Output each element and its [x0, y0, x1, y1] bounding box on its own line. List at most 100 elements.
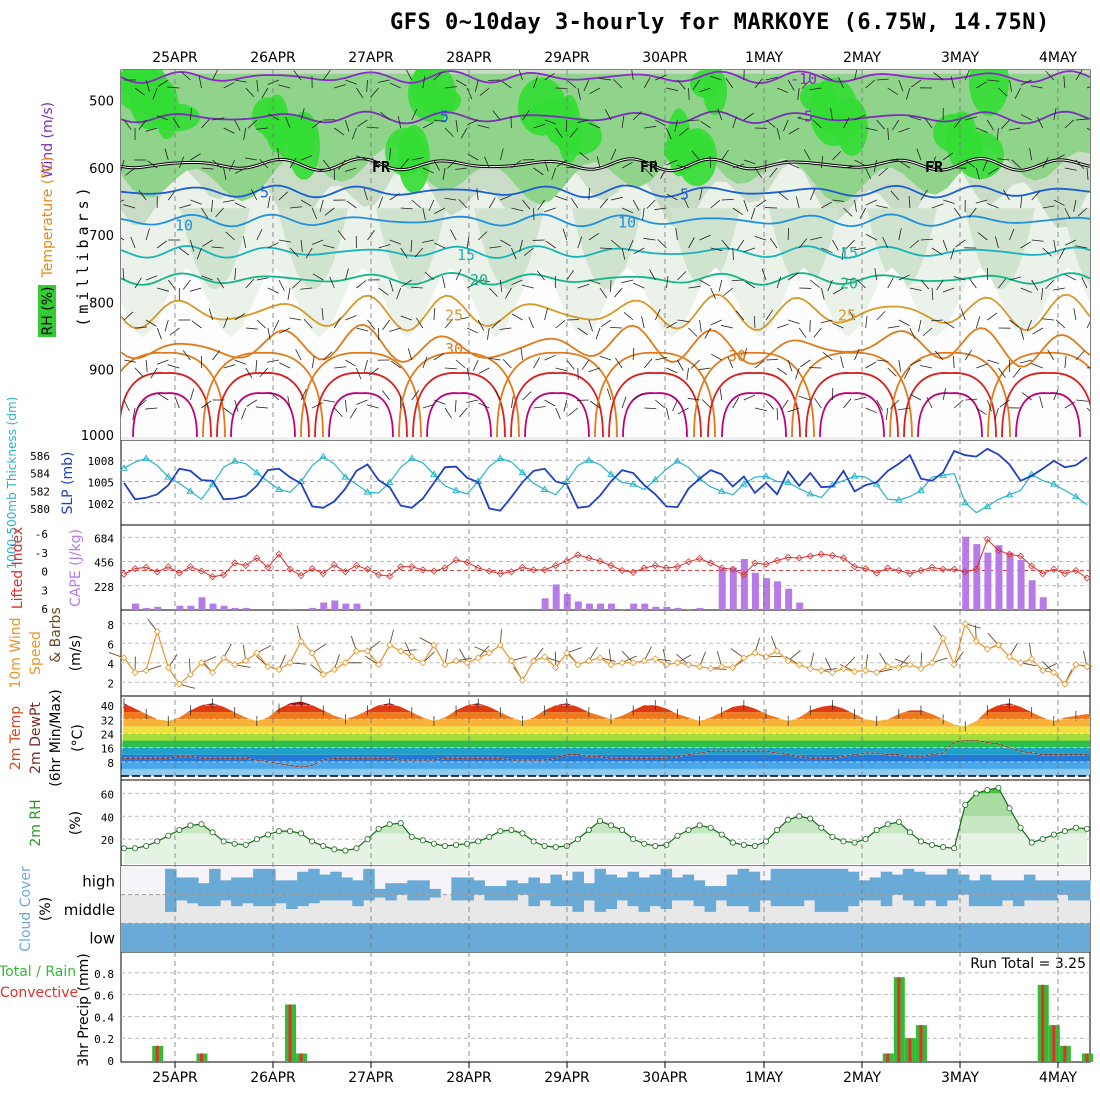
wind-barb [289, 247, 299, 258]
wind-barb [1053, 388, 1059, 401]
lifted-index-point [286, 565, 294, 573]
wind-speed-point [386, 641, 394, 649]
wind-barb [677, 654, 692, 664]
wind-barb [776, 87, 789, 94]
wind-barb [642, 207, 645, 220]
wind-barb [1030, 85, 1043, 89]
cloud-high-cell [792, 868, 805, 895]
wind-barb [544, 354, 556, 361]
wind-barb [367, 640, 381, 652]
wind-barb [389, 193, 400, 201]
wind-barb [1064, 356, 1067, 369]
thickness-point [806, 489, 815, 497]
wind-barb [676, 164, 689, 169]
wind-barb [447, 159, 457, 169]
lifted-index-point [496, 570, 504, 578]
wind-barb [566, 79, 577, 89]
wind-barb [544, 72, 555, 81]
wind-barb [621, 650, 634, 664]
wind-barb [1031, 363, 1043, 369]
wind-barb [289, 317, 302, 321]
cloud-high-cell [176, 877, 188, 895]
wind-barb [234, 167, 246, 174]
wind-barb [419, 637, 435, 646]
wind-barb [422, 167, 434, 174]
date-label-bottom: 2MAY [843, 1070, 881, 1086]
wind-barb [433, 119, 446, 123]
rh-point [519, 830, 526, 837]
wind-barb [190, 153, 201, 161]
wind-barb [599, 247, 612, 250]
thickness-point [651, 475, 660, 483]
wind-barb [666, 127, 672, 140]
cloud-high-cell [726, 874, 739, 895]
wind-barb [499, 327, 512, 330]
cloud-mid-cell [319, 894, 331, 901]
cloud-mid-cell [242, 894, 254, 904]
cloud-label: Cloud Cover (%) [18, 866, 54, 952]
thickness-point [939, 471, 947, 478]
wind-barb [245, 367, 253, 379]
wind-barb [943, 321, 955, 329]
wind-barb [643, 167, 654, 177]
cloud-high-cell [979, 874, 992, 895]
rh-point [641, 840, 648, 847]
rh-point [884, 821, 891, 828]
upper-ylabel: Wind (m/s)Temperature (°C) RH (%) [38, 102, 56, 337]
cloud-mid-cell [924, 894, 937, 901]
precip-bar-convective [155, 1045, 159, 1062]
wind-barb [887, 87, 899, 95]
temp-band [121, 761, 1090, 769]
date-label-bottom: 29APR [544, 1070, 590, 1086]
wind-barb [1008, 127, 1021, 131]
rh-point [895, 819, 902, 826]
wind-barb [1031, 190, 1041, 201]
precip-bar-convective [1085, 1053, 1089, 1062]
wind-barb [931, 156, 936, 169]
wind-barb [251, 189, 258, 201]
lifted-index-point [607, 561, 615, 570]
wind-barb [345, 315, 357, 321]
wind-speed-point [430, 641, 438, 649]
wind-barb [1053, 108, 1057, 121]
wind-barb [743, 247, 756, 253]
wind-barb [942, 287, 955, 293]
isotherm-5 [121, 184, 1090, 199]
wind-speed-point [552, 664, 560, 672]
wind-barb [511, 207, 524, 212]
boundary-contour [328, 392, 394, 438]
wind-barb [942, 199, 955, 204]
wind-barb [400, 207, 413, 210]
wind-barb [179, 204, 191, 209]
ylabel-millibars: (millibars) [74, 183, 92, 326]
wind-barb [1009, 79, 1012, 92]
wind-barb [164, 148, 169, 161]
thickness-point [230, 457, 239, 464]
wind-barb [583, 79, 590, 92]
wind-barb [533, 647, 544, 662]
wind-barb [223, 127, 235, 134]
thickness-point [407, 454, 416, 461]
wind-barb [898, 127, 911, 133]
rh-point [774, 827, 781, 834]
wind-barb [710, 247, 723, 252]
thickness-point [186, 487, 195, 494]
wind-barb [953, 399, 964, 409]
wind-barb [458, 407, 468, 418]
wind-barb [704, 327, 712, 339]
thickness-tick: 582 [30, 485, 50, 498]
lifted-index-point [629, 568, 637, 576]
wind-barb [841, 247, 844, 260]
wind-barb [909, 116, 922, 121]
wind-barb [1045, 70, 1055, 81]
wind-barb [234, 313, 246, 321]
boundary-contour [721, 392, 787, 438]
wind-speed-point [574, 661, 582, 669]
wind-speed-point [474, 654, 482, 662]
cloud-mid-cell [781, 894, 794, 907]
wind-barb [466, 87, 473, 100]
wind-barb [876, 311, 886, 321]
wind-barb [721, 149, 729, 161]
wind-barb [623, 311, 634, 321]
precip-bar-convective [1063, 1045, 1067, 1062]
